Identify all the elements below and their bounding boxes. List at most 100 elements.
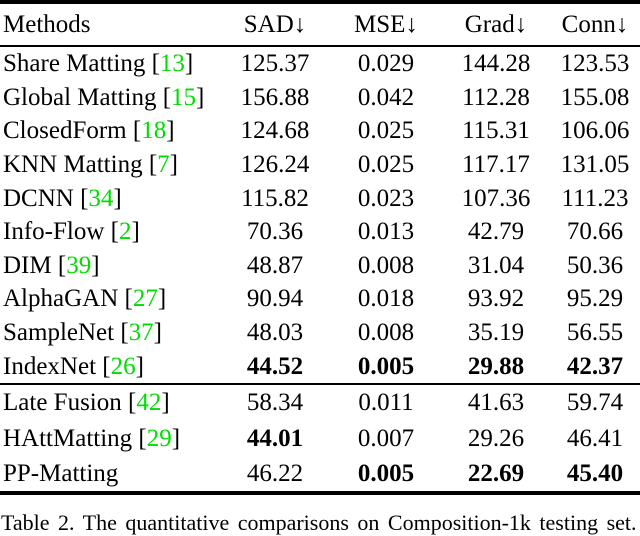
- citation-ref: [18]: [126, 117, 175, 145]
- metric-value-cell: 106.06: [560, 117, 630, 145]
- method-name-cell: DCNN [34]: [3, 184, 122, 212]
- metric-value-cell: 29.88: [442, 349, 550, 385]
- citation-ref: [26]: [96, 352, 144, 380]
- method-name-cell: AlphaGAN [27]: [3, 285, 167, 313]
- citation-ref: [7]: [142, 151, 178, 179]
- citation-number: 39: [66, 251, 92, 279]
- metric-value-cell: 0.008: [357, 251, 415, 279]
- citation-ref: [39]: [51, 251, 100, 279]
- metric-value-cell: 90.94: [246, 285, 304, 313]
- citation-ref: [37]: [114, 319, 162, 347]
- metric-value-cell: 117.17: [462, 151, 530, 179]
- method-name-cell: HAttMatting [29]: [3, 424, 181, 452]
- method-name-cell: Late Fusion [42]: [3, 389, 170, 417]
- citation-ref: [13]: [145, 50, 194, 78]
- table-caption: Table 2. The quantitative comparisons on…: [1, 510, 637, 536]
- metric-value-cell: 126.24: [240, 151, 310, 179]
- table-row: KNN Matting [7] 126.24 0.025 117.17 131.05: [0, 148, 640, 182]
- metric-value-cell: 0.005: [330, 349, 442, 385]
- citation-number: 34: [88, 184, 114, 212]
- metric-value-cell: 0.018: [357, 285, 415, 313]
- metric-value-cell: 0.042: [357, 83, 415, 111]
- metric-value-cell: 31.04: [467, 251, 525, 279]
- metric-value-cell: 144.28: [461, 50, 531, 78]
- metric-value-cell: 42.37: [550, 349, 640, 385]
- metric-value-cell: 112.28: [462, 83, 530, 111]
- metric-value-cell: 59.74: [566, 389, 624, 417]
- citation-number: 29: [146, 424, 172, 452]
- metric-value-cell: 107.36: [461, 184, 531, 212]
- metric-value-cell: 115.82: [241, 184, 309, 212]
- metric-value-cell: 58.34: [246, 389, 304, 417]
- citation-number: 18: [141, 117, 167, 145]
- metric-value-cell: 46.22: [246, 460, 304, 488]
- column-header-mse: MSE↓: [330, 2, 442, 47]
- column-header-methods: Methods: [0, 2, 220, 47]
- metric-value-cell: 0.013: [357, 218, 415, 246]
- results-table: Methods SAD↓ MSE↓ Grad↓ Conn↓ Share Matt…: [0, 0, 640, 496]
- metric-value-cell: 42.79: [467, 218, 525, 246]
- citation-ref: [29]: [132, 424, 181, 452]
- method-name-cell: PP-Matting: [3, 460, 119, 488]
- method-name-cell: KNN Matting [7]: [3, 151, 178, 179]
- metric-value-cell: 93.92: [467, 285, 525, 313]
- table-row: ClosedForm [18] 124.68 0.025 115.31 106.06: [0, 114, 640, 148]
- table-row: DIM [39] 48.87 0.008 31.04 50.36: [0, 249, 640, 283]
- metric-value-cell: 111.23: [561, 184, 629, 212]
- citation-number: 7: [157, 151, 170, 179]
- table-row: AlphaGAN [27] 90.94 0.018 93.92 95.29: [0, 282, 640, 316]
- citation-number: 37: [128, 319, 154, 347]
- method-name-cell: DIM [39]: [3, 251, 100, 279]
- metric-value-cell: 48.87: [246, 251, 304, 279]
- metric-value-cell: 123.53: [560, 50, 630, 78]
- table-row: Global Matting [15] 156.88 0.042 112.28 155.…: [0, 81, 640, 115]
- table-row: DCNN [34] 115.82 0.023 107.36 111.23: [0, 181, 640, 215]
- method-name-cell: Global Matting [15]: [3, 83, 205, 111]
- method-name-cell: Share Matting [13]: [3, 50, 194, 78]
- metric-value-cell: 0.023: [357, 184, 415, 212]
- metric-value-cell: 124.68: [240, 117, 310, 145]
- metric-value-cell: 0.029: [357, 50, 415, 78]
- table-row: PP-Matting 46.22 0.005 22.69 45.40: [0, 456, 640, 494]
- method-name-cell: ClosedForm [18]: [3, 117, 175, 145]
- method-name-cell: SampleNet [37]: [3, 319, 162, 347]
- citation-ref: [27]: [118, 285, 167, 313]
- table-row: HAttMatting [29] 44.01 0.007 29.26 46.41: [0, 420, 640, 456]
- metric-value-cell: 29.26: [467, 424, 525, 452]
- metric-value-cell: 0.025: [357, 151, 415, 179]
- metric-value-cell: 115.31: [462, 117, 530, 145]
- metric-value-cell: 56.55: [566, 319, 624, 347]
- metric-value-cell: 46.41: [566, 424, 624, 452]
- citation-number: 26: [110, 352, 136, 380]
- metric-value-cell: 0.025: [357, 117, 415, 145]
- method-name-cell: Info-Flow [2]: [3, 218, 140, 246]
- column-header-conn: Conn↓: [550, 2, 640, 47]
- table-row: Share Matting [13] 125.37 0.029 144.28 123.5…: [0, 46, 640, 81]
- header-row: Methods SAD↓ MSE↓ Grad↓ Conn↓: [0, 2, 640, 47]
- metric-value-cell: 70.66: [566, 218, 624, 246]
- column-header-grad: Grad↓: [442, 2, 550, 47]
- metric-value-cell: 50.36: [566, 251, 624, 279]
- metric-value-cell: 44.01: [246, 424, 304, 452]
- metric-value-cell: 131.05: [560, 151, 630, 179]
- citation-number: 42: [136, 389, 162, 417]
- table-row: Late Fusion [42] 58.34 0.011 41.63 59.74: [0, 384, 640, 421]
- metric-value-cell: 70.36: [246, 218, 304, 246]
- table-row: Info-Flow [2] 70.36 0.013 42.79 70.66: [0, 215, 640, 249]
- metric-value-cell: 95.29: [566, 285, 624, 313]
- citation-number: 27: [132, 285, 158, 313]
- metric-value-cell: 22.69: [467, 460, 525, 488]
- citation-ref: [2]: [104, 218, 140, 246]
- metric-value-cell: 0.011: [358, 389, 414, 417]
- metric-value-cell: 0.008: [357, 319, 415, 347]
- metric-value-cell: 0.007: [357, 424, 415, 452]
- metric-value-cell: 41.63: [467, 389, 525, 417]
- citation-number: 13: [159, 50, 185, 78]
- column-header-sad: SAD↓: [220, 2, 330, 47]
- citation-number: 15: [171, 83, 197, 111]
- metric-value-cell: 156.88: [240, 83, 310, 111]
- metric-value-cell: 45.40: [566, 460, 624, 488]
- table-row: SampleNet [37] 48.03 0.008 35.19 56.55: [0, 316, 640, 350]
- metric-value-cell: 44.52: [220, 349, 330, 385]
